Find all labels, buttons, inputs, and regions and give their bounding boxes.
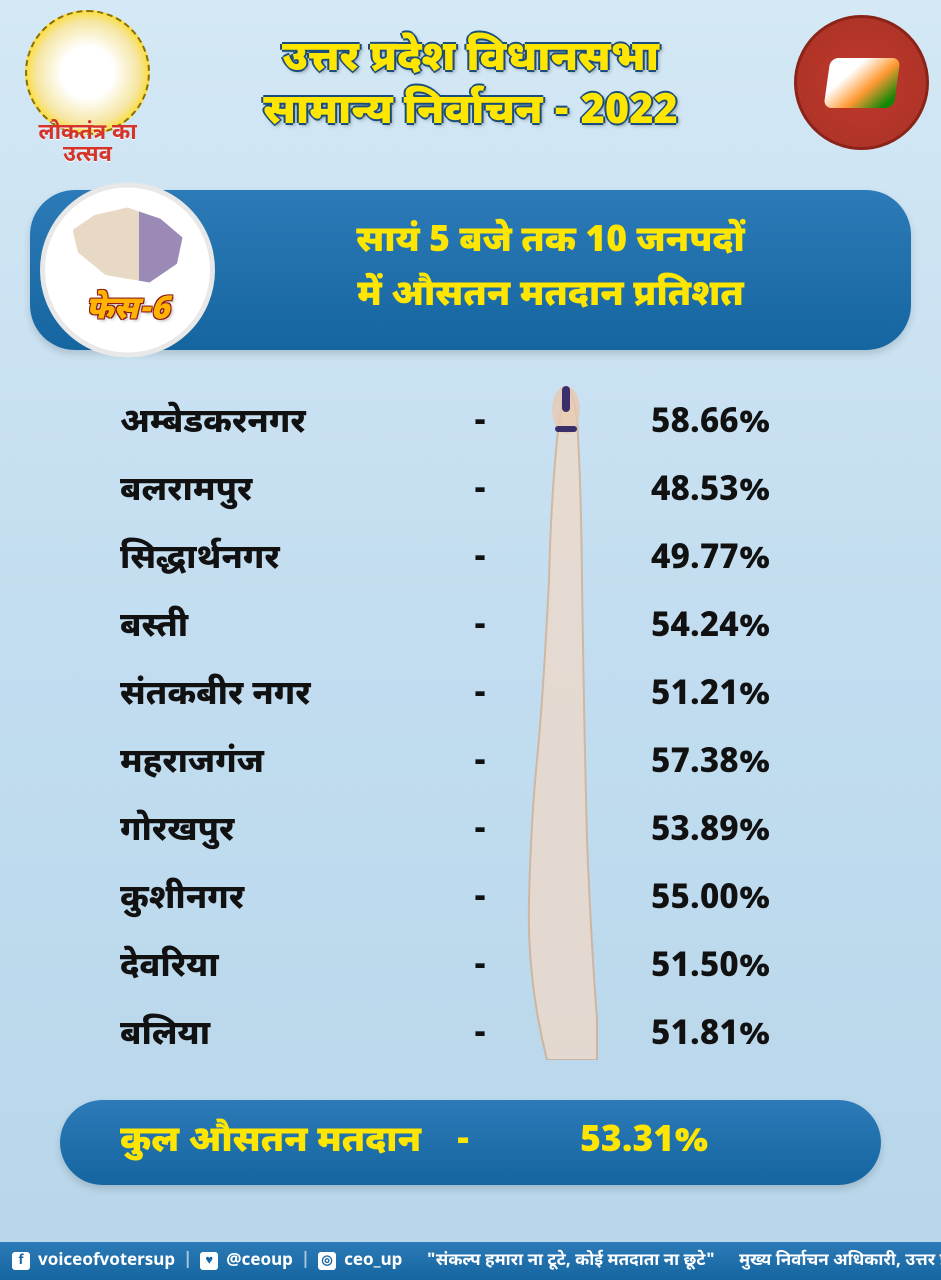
district-name: बलरामपुर: [120, 470, 460, 514]
phase-banner-text: सायं 5 बजे तक 10 जनपदों में औसतन मतदान प…: [230, 216, 871, 324]
district-name: अम्बेडकरनगर: [120, 402, 460, 446]
summary-label: कुल औसतन मतदान: [120, 1119, 421, 1166]
dash: -: [460, 674, 500, 718]
table-row: देवरिया- 51.50%: [60, 934, 881, 1002]
table-row: अम्बेडकरनगर- 58.66%: [60, 390, 881, 458]
banner-line-1: सायं 5 बजे तक 10 जनपदों: [230, 216, 871, 270]
table-row: बलरामपुर- 48.53%: [60, 458, 881, 526]
district-name: गोरखपुर: [120, 810, 460, 854]
district-pct: 58.66%: [651, 402, 821, 446]
page-title: उत्तर प्रदेश विधानसभा सामान्य निर्वाचन -…: [103, 35, 838, 140]
district-pct: 49.77%: [651, 538, 821, 582]
district-name: संतकबीर नगर: [120, 674, 460, 718]
dash: -: [460, 1014, 500, 1058]
phase-banner: फेस-6 सायं 5 बजे तक 10 जनपदों में औसतन म…: [30, 190, 911, 350]
title-line-1: उत्तर प्रदेश विधानसभा: [263, 35, 678, 88]
table-row: कुशीनगर- 55.00%: [60, 866, 881, 934]
facebook-icon: f: [12, 1252, 30, 1270]
district-pct: 53.89%: [651, 810, 821, 854]
social-handles: f voiceofvotersup | ♥ @ceoup | ◎ ceo_up: [0, 1250, 414, 1272]
summary-dash: -: [456, 1119, 470, 1166]
district-name: बलिया: [120, 1014, 460, 1058]
data-area: अम्बेडकरनगर-58.66%बलरामपुर-48.53%सिद्धार…: [60, 390, 881, 1070]
district-pct: 57.38%: [651, 742, 821, 786]
instagram-icon: ◎: [318, 1252, 336, 1270]
summary-value: 53.31%: [580, 1119, 709, 1166]
title-line-2: सामान्य निर्वाचन - 2022: [263, 88, 678, 141]
district-pct: 54.24%: [651, 606, 821, 650]
district-pct: 51.50%: [651, 946, 821, 990]
festival-logo: लोकतंत्र का उत्सव: [10, 10, 165, 165]
header: लोकतंत्र का उत्सव उत्तर प्रदेश विधानसभा …: [0, 0, 941, 175]
footer-quote: "संकल्प हमारा ना टूटे, कोई मतदाता ना छूट…: [414, 1250, 727, 1272]
banner-line-2: में औसतन मतदान प्रतिशत: [230, 270, 871, 324]
footer: f voiceofvotersup | ♥ @ceoup | ◎ ceo_up …: [0, 1242, 941, 1280]
table-row: बस्ती- 54.24%: [60, 594, 881, 662]
district-name: सिद्धार्थनगर: [120, 538, 460, 582]
twitter-handle: @ceoup: [226, 1250, 293, 1272]
festival-text-2: उत्सव: [63, 141, 112, 170]
ceo-up-logo: [794, 15, 929, 150]
table-row: सिद्धार्थनगर- 49.77%: [60, 526, 881, 594]
phase-label: फेस-6: [86, 291, 170, 333]
district-name: कुशीनगर: [120, 878, 460, 922]
district-pct: 55.00%: [651, 878, 821, 922]
district-pct: 51.81%: [651, 1014, 821, 1058]
table-row: संतकबीर नगर- 51.21%: [60, 662, 881, 730]
up-map-icon: [73, 208, 183, 283]
footer-officer: मुख्य निर्वाचन अधिकारी, उत्तर प्रदेश: [727, 1250, 941, 1272]
dash: -: [460, 470, 500, 514]
district-name: देवरिया: [120, 946, 460, 990]
district-name: बस्ती: [120, 606, 460, 650]
dash: -: [460, 878, 500, 922]
dash: -: [460, 402, 500, 446]
district-pct: 51.21%: [651, 674, 821, 718]
dash: -: [460, 606, 500, 650]
district-pct: 48.53%: [651, 470, 821, 514]
district-table: अम्बेडकरनगर-58.66%बलरामपुर-48.53%सिद्धार…: [60, 390, 881, 1070]
phase-circle: फेस-6: [40, 183, 215, 358]
district-name: महराजगंज: [120, 742, 460, 786]
facebook-handle: voiceofvotersup: [38, 1250, 175, 1272]
twitter-icon: ♥: [200, 1252, 218, 1270]
dash: -: [460, 538, 500, 582]
table-row: गोरखपुर- 53.89%: [60, 798, 881, 866]
summary-bar: कुल औसतन मतदान - 53.31%: [60, 1100, 881, 1185]
table-row: बलिया- 51.81%: [60, 1002, 881, 1070]
table-row: महराजगंज- 57.38%: [60, 730, 881, 798]
instagram-handle: ceo_up: [344, 1250, 402, 1272]
dash: -: [460, 946, 500, 990]
dash: -: [460, 810, 500, 854]
dash: -: [460, 742, 500, 786]
